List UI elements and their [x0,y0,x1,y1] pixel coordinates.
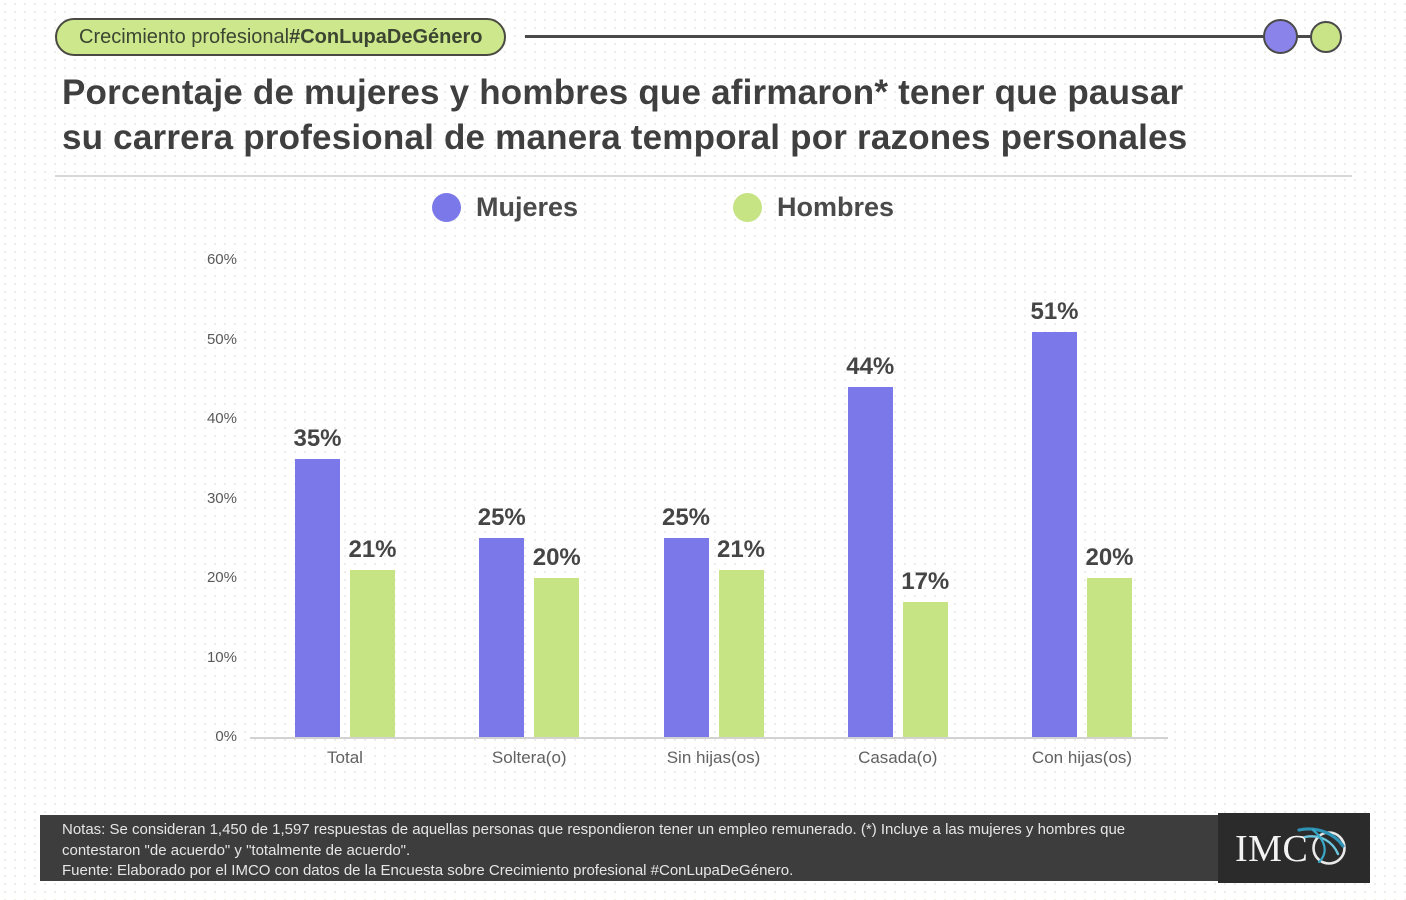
bar-value-label: 35% [293,424,342,452]
topic-badge: Crecimiento profesional #ConLupaDeGénero [55,18,507,56]
banner-green-circle [1310,21,1342,53]
bar [718,570,764,737]
bar [663,538,709,737]
bar-value-label: 20% [532,544,581,571]
legend-label-mujeres: Mujeres [476,191,579,222]
imco-logo-text: IMC [1235,828,1308,870]
bar-value-label: 25% [477,504,526,532]
legend-marker-hombres [733,192,762,222]
legend-item-mujeres: Mujeres [432,190,578,224]
bar-value-label: 21% [716,536,766,564]
bar-value-label: 17% [901,567,950,595]
footer-bar [40,815,1370,881]
footer-notes-line1: Notas: Se consideran 1,450 de 1,597 resp… [62,821,1126,838]
legend-marker-mujeres [432,192,461,222]
bar [479,538,525,737]
footer-source-line: Fuente: Elaborado por el IMCO con datos … [62,862,794,879]
footer-notes-line2: contestaron "de acuerdo" y "totalmente d… [62,841,411,859]
bar [350,570,395,737]
category-label: Total [327,748,363,767]
title-divider [55,175,1352,177]
legend-item-hombres: Hombres [733,190,894,224]
y-tick-label: 60% [206,251,237,268]
bar [1087,578,1132,737]
imco-logo: IMC [1235,827,1346,870]
bar [534,578,580,737]
bar-chart: 0% 10% 20% 30% 40% 50% 60% 35% 21% Total 25% 20% Sol… [0,220,1406,800]
banner-connector-line [525,35,1330,38]
x-axis-line [250,737,1168,739]
bar [295,458,340,737]
category-label: Con hijas(os) [1031,748,1133,767]
y-tick-label: 40% [206,410,237,427]
y-tick-label: 50% [206,330,237,348]
page-title-line2: su carrera profesional de manera tempora… [62,118,1188,157]
bar-value-label: 25% [661,504,711,532]
bar [847,387,893,737]
y-tick-label: 20% [206,569,237,586]
bar-value-label: 21% [348,536,397,564]
legend-label-hombres: Hombres [777,191,895,222]
imco-logo-swirl-2 [1303,835,1340,856]
banner-purple-circle [1263,19,1298,54]
imco-logo-swirl-1 [1297,827,1345,848]
page-title: Porcentaje de mujeres y hombres que afir… [62,70,1382,160]
bar-value-label: 44% [846,353,895,381]
bar [1032,331,1077,737]
imco-logo-swirl-3 [1311,828,1326,864]
page-title-line1: Porcentaje de mujeres y hombres que afir… [62,73,1184,112]
topic-badge-hashtag: #ConLupaDeGénero [289,25,483,48]
bar-value-label: 20% [1085,544,1134,571]
category-label: Casada(o) [858,748,938,767]
y-tick-label: 10% [206,648,237,666]
bar [902,601,948,737]
topic-badge-label: Crecimiento profesional [79,25,290,48]
category-label: Sin hijas(os) [666,748,761,767]
y-tick-label: 30% [206,489,237,507]
imco-logo-block: IMC [1218,813,1370,883]
footer-notes: Notas: Se consideran 1,450 de 1,597 resp… [62,820,1207,882]
bar-value-label: 51% [1030,297,1079,325]
category-label: Soltera(o) [491,748,567,767]
y-tick-label: 0% [215,728,237,745]
